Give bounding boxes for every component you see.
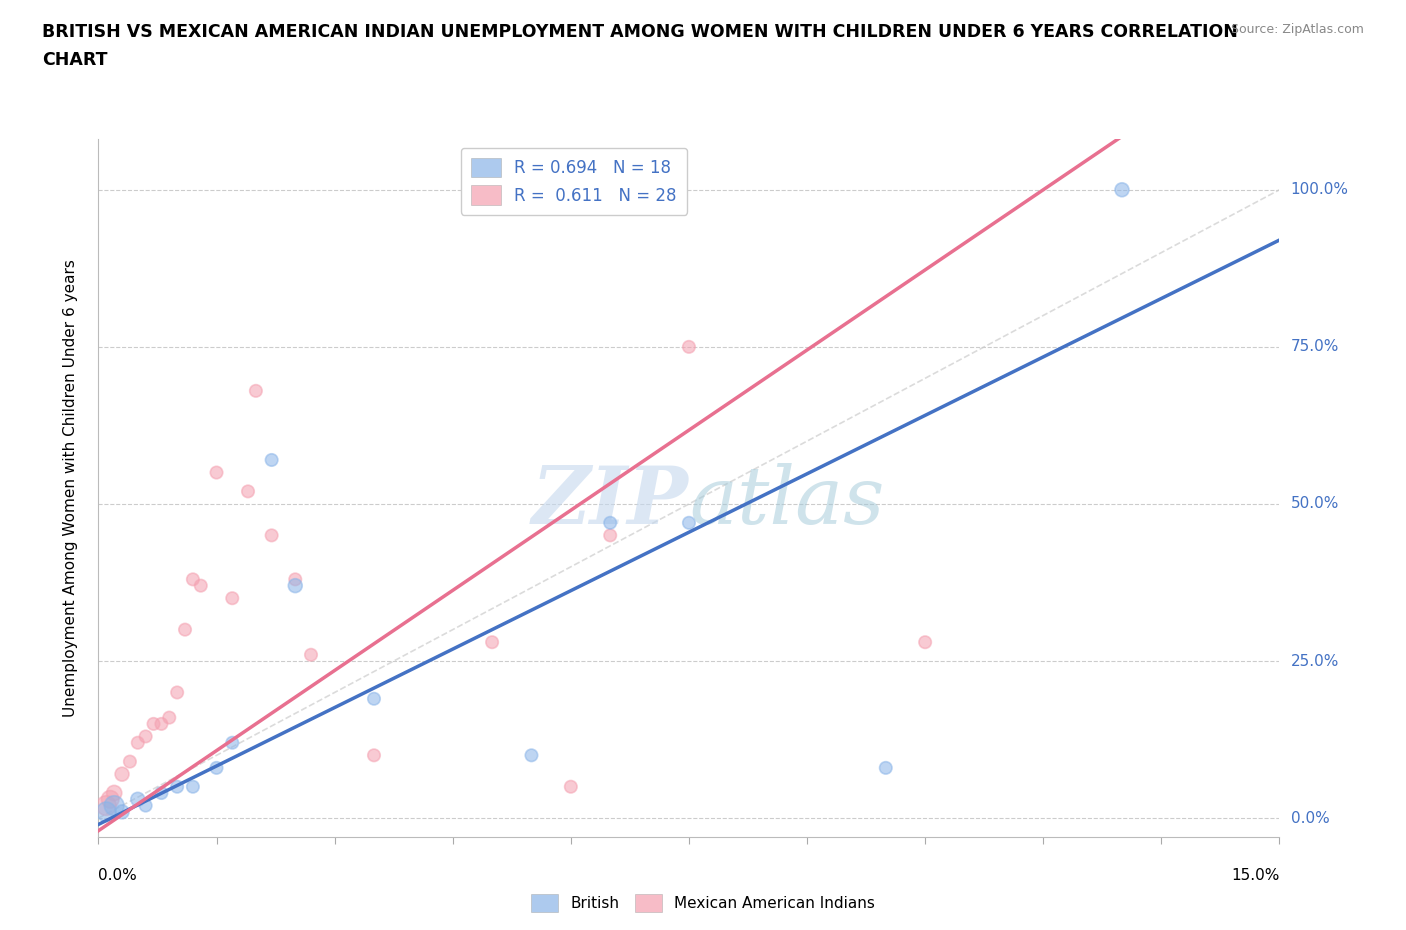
Legend: British, Mexican American Indians: British, Mexican American Indians xyxy=(524,888,882,918)
Legend: R = 0.694   N = 18, R =  0.611   N = 28: R = 0.694 N = 18, R = 0.611 N = 28 xyxy=(461,148,688,215)
Point xyxy=(118,754,141,769)
Point xyxy=(150,786,173,801)
Text: ZIP: ZIP xyxy=(531,463,689,541)
Point xyxy=(236,484,259,498)
Y-axis label: Unemployment Among Women with Children Under 6 years: Unemployment Among Women with Children U… xyxy=(63,259,77,717)
Text: 50.0%: 50.0% xyxy=(1291,497,1339,512)
Point xyxy=(875,761,897,776)
Point xyxy=(1111,182,1133,197)
Point xyxy=(111,766,134,781)
Point xyxy=(245,383,267,398)
Text: BRITISH VS MEXICAN AMERICAN INDIAN UNEMPLOYMENT AMONG WOMEN WITH CHILDREN UNDER : BRITISH VS MEXICAN AMERICAN INDIAN UNEMP… xyxy=(42,23,1239,41)
Text: 75.0%: 75.0% xyxy=(1291,339,1339,354)
Point xyxy=(284,578,307,593)
Point xyxy=(560,779,582,794)
Point xyxy=(135,729,157,744)
Point xyxy=(96,798,118,813)
Text: 0.0%: 0.0% xyxy=(98,868,138,883)
Text: 25.0%: 25.0% xyxy=(1291,654,1339,669)
Point xyxy=(221,591,243,605)
Text: Source: ZipAtlas.com: Source: ZipAtlas.com xyxy=(1230,23,1364,36)
Point xyxy=(181,779,204,794)
Point xyxy=(190,578,212,593)
Point xyxy=(260,453,283,468)
Point xyxy=(520,748,543,763)
Point xyxy=(174,622,197,637)
Point xyxy=(678,339,700,354)
Point xyxy=(599,515,621,530)
Point xyxy=(520,182,543,197)
Point xyxy=(135,798,157,813)
Point xyxy=(96,804,118,819)
Point xyxy=(221,736,243,751)
Point xyxy=(678,515,700,530)
Text: 15.0%: 15.0% xyxy=(1232,868,1279,883)
Point xyxy=(127,736,149,751)
Text: 0.0%: 0.0% xyxy=(1291,811,1329,826)
Point xyxy=(142,716,165,731)
Point xyxy=(299,647,322,662)
Point xyxy=(181,572,204,587)
Point xyxy=(127,791,149,806)
Point xyxy=(166,779,188,794)
Point xyxy=(150,716,173,731)
Point xyxy=(103,786,125,801)
Point xyxy=(103,798,125,813)
Point xyxy=(914,635,936,650)
Text: 100.0%: 100.0% xyxy=(1291,182,1348,197)
Text: atlas: atlas xyxy=(689,463,884,541)
Point xyxy=(166,685,188,700)
Point xyxy=(98,791,121,806)
Point xyxy=(363,691,385,706)
Point xyxy=(363,748,385,763)
Text: CHART: CHART xyxy=(42,51,108,69)
Point xyxy=(284,572,307,587)
Point xyxy=(205,761,228,776)
Point xyxy=(599,528,621,543)
Point xyxy=(157,711,180,725)
Point xyxy=(260,528,283,543)
Point xyxy=(205,465,228,480)
Point xyxy=(111,804,134,819)
Point xyxy=(481,635,503,650)
